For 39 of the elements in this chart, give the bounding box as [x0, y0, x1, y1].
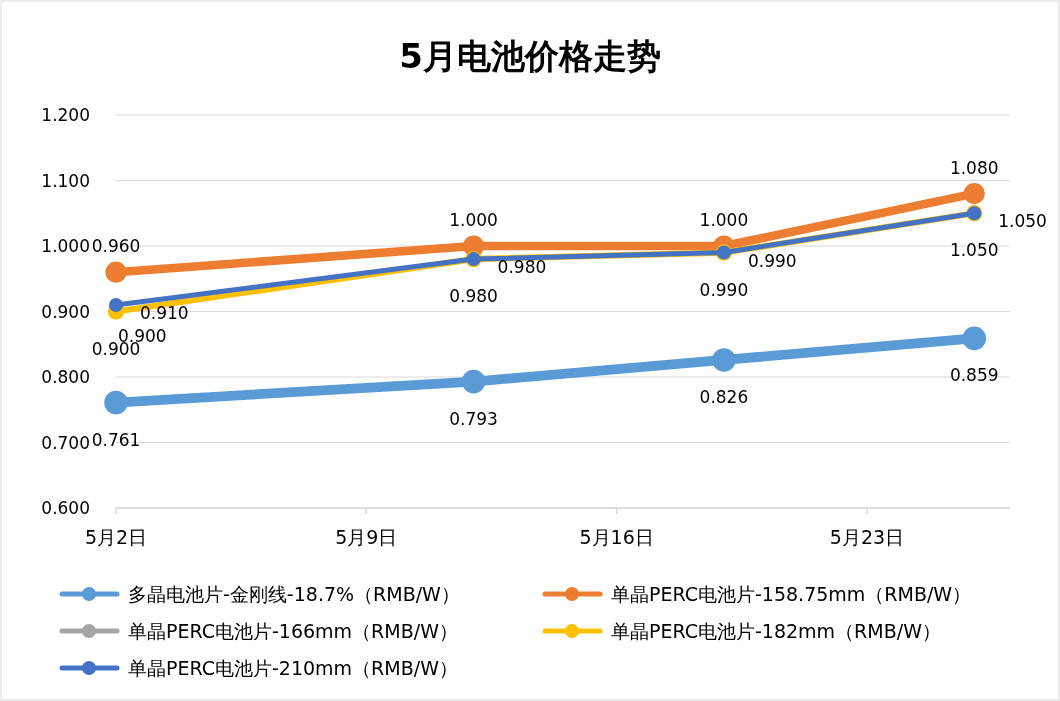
legend-label: 单晶PERC电池片-182mm（RMB/W）	[611, 620, 941, 642]
data-label: 0.990	[747, 250, 797, 271]
data-label: 0.859	[949, 365, 999, 386]
data-label: 0.960	[91, 236, 141, 257]
y-tick-label: 0.900	[41, 301, 90, 322]
legend-label: 单晶PERC电池片-158.75mm（RMB/W）	[611, 583, 972, 605]
x-tick-label: 5月2日	[84, 526, 148, 548]
data-label: 0.793	[449, 408, 498, 429]
y-tick-label: 1.200	[41, 105, 90, 125]
data-label: 0.761	[91, 429, 141, 450]
legend-label: 单晶PERC电池片-210mm（RMB/W）	[128, 657, 458, 679]
data-label: 0.980	[497, 257, 547, 278]
data-label: 0.980	[449, 286, 498, 307]
y-tick-label: 0.800	[41, 367, 90, 387]
data-label: 1.000	[699, 210, 749, 230]
data-label: 0.910	[140, 302, 189, 323]
y-tick-label: 1.000	[41, 236, 90, 256]
point	[963, 183, 985, 205]
x-tick-label: 5月16日	[579, 526, 654, 548]
point	[962, 326, 987, 351]
data-label: 0.826	[699, 386, 749, 407]
point	[461, 369, 486, 394]
legend-label: 单晶PERC电池片-166mm（RMB/W）	[128, 620, 458, 642]
point	[104, 390, 128, 415]
data-label: 0.990	[699, 279, 749, 300]
point	[109, 297, 123, 312]
x-tick-label: 5月9日	[335, 526, 398, 548]
data-label: 1.000	[449, 210, 498, 230]
y-tick-label: 0.600	[41, 498, 90, 518]
data-label: 1.050	[949, 240, 999, 261]
y-tick-label: 0.700	[41, 432, 90, 453]
data-label: 1.080	[949, 157, 999, 178]
x-tick-label: 5月23日	[829, 526, 905, 548]
y-tick-label: 1.100	[41, 170, 90, 191]
point	[105, 261, 127, 283]
legend-label: 多晶电池片-金刚线-18.7%（RMB/W）	[128, 583, 460, 605]
point	[712, 348, 736, 372]
data-label: 1.050	[998, 211, 1047, 232]
chart-title: 5月电池价格走势	[399, 36, 661, 76]
